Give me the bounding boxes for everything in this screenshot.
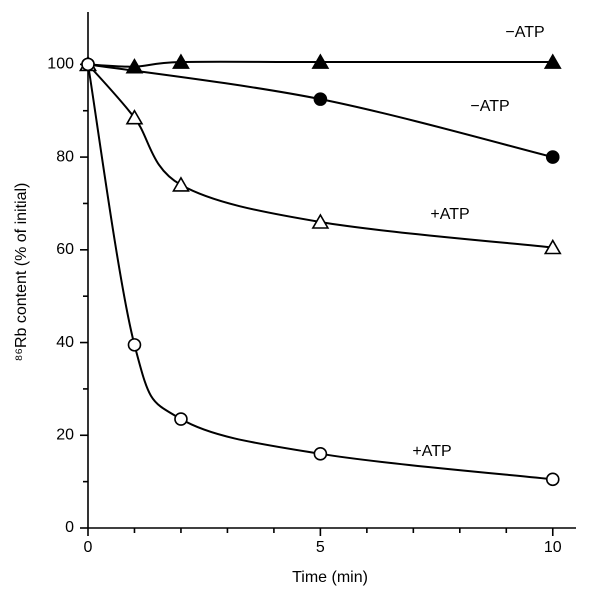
marker bbox=[125, 109, 144, 125]
marker bbox=[545, 150, 560, 164]
x-tick-label: 10 bbox=[544, 539, 562, 556]
marker bbox=[311, 213, 330, 229]
y-tick-label: 20 bbox=[56, 426, 74, 443]
marker bbox=[545, 472, 560, 487]
marker bbox=[543, 53, 562, 69]
y-axis-label: ⁸⁶Rb content (% of initial) bbox=[13, 183, 30, 362]
marker bbox=[172, 53, 190, 69]
marker bbox=[313, 92, 328, 106]
y-tick-label: 60 bbox=[56, 241, 74, 258]
y-tick-label: 0 bbox=[65, 519, 74, 536]
series-label: +ATP bbox=[412, 443, 451, 460]
x-tick-label: 0 bbox=[84, 539, 93, 556]
marker bbox=[81, 57, 95, 72]
marker bbox=[311, 53, 330, 69]
series-line bbox=[87, 64, 553, 481]
marker bbox=[172, 176, 190, 192]
series-label: −ATP bbox=[505, 24, 544, 41]
marker bbox=[174, 412, 188, 426]
y-tick-label: 40 bbox=[56, 334, 74, 351]
marker bbox=[313, 447, 328, 461]
x-tick-label: 5 bbox=[316, 539, 325, 556]
series-label: −ATP bbox=[470, 98, 509, 115]
marker bbox=[127, 338, 142, 352]
y-tick-label: 80 bbox=[56, 148, 74, 165]
marker bbox=[543, 238, 562, 255]
series-line bbox=[87, 63, 553, 249]
series-label: +ATP bbox=[430, 206, 469, 223]
x-axis-label: Time (min) bbox=[292, 569, 368, 586]
y-tick-label: 100 bbox=[47, 56, 74, 73]
